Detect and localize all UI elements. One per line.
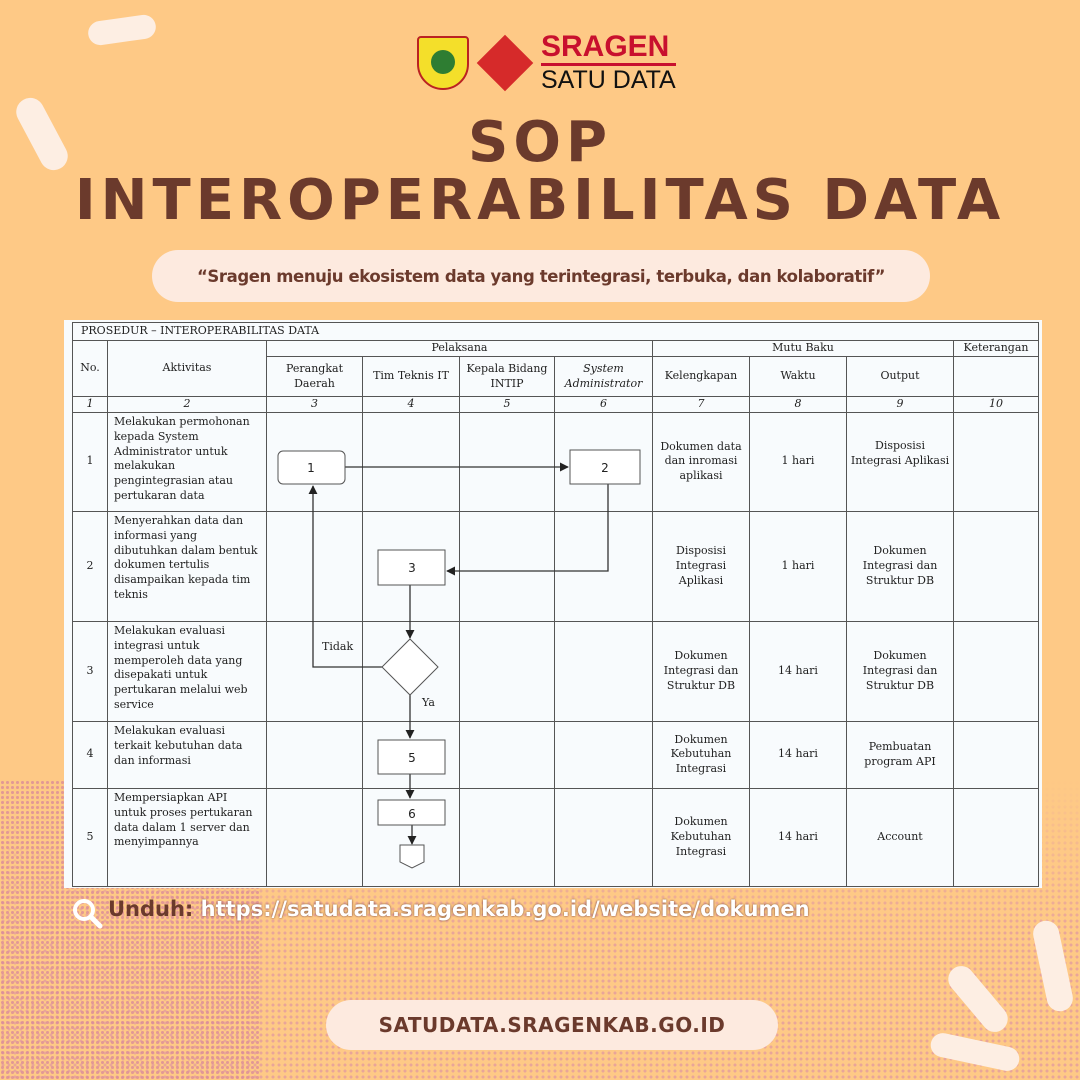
- col-number: 5: [459, 396, 555, 413]
- row-kelengkapan: Dokumen data dan inromasi aplikasi: [652, 411, 750, 512]
- row-output: Dokumen Integrasi dan Struktur DB: [846, 620, 954, 722]
- header-mutu-baku: Mutu Baku: [652, 340, 954, 357]
- header-waktu: Waktu: [749, 356, 847, 397]
- row-output: Disposisi Integrasi Aplikasi: [846, 411, 954, 512]
- col-number: 8: [749, 396, 847, 413]
- header-no: No.: [72, 340, 108, 397]
- satu-data-mark-icon: [476, 34, 534, 91]
- col-number: 6: [554, 396, 653, 413]
- row-no: 5: [72, 787, 108, 887]
- download-link[interactable]: Unduh: https://satudata.sragenkab.go.id/…: [108, 897, 810, 921]
- header-kepala-bidang: Kepala Bidang INTIP: [459, 356, 555, 397]
- col-number: 1: [72, 396, 108, 413]
- header-aktivitas: Aktivitas: [107, 340, 267, 397]
- table-row: 5 Mempersiapkan API untuk proses pertuka…: [72, 787, 1039, 887]
- row-output: Pembuatan program API: [846, 720, 954, 789]
- row-kelengkapan: Dokumen Kebutuhan Integrasi: [652, 787, 750, 887]
- col-number: 3: [266, 396, 363, 413]
- header-keterangan: Keterangan: [953, 340, 1039, 357]
- row-output: Account: [846, 787, 954, 887]
- row-kelengkapan: Dokumen Kebutuhan Integrasi: [652, 720, 750, 789]
- row-output: Dokumen Integrasi dan Struktur DB: [846, 510, 954, 622]
- col-number: 10: [953, 396, 1039, 413]
- page-title-line1: SOP: [468, 110, 612, 175]
- row-no: 4: [72, 720, 108, 789]
- page-title-line2: INTEROPERABILITAS DATA: [74, 168, 1006, 233]
- header-pelaksana: Pelaksana: [266, 340, 653, 357]
- col-number: 4: [362, 396, 460, 413]
- header-tim-teknis: Tim Teknis IT: [362, 356, 460, 397]
- row-no: 1: [72, 411, 108, 512]
- row-aktivitas: Melakukan permohonan kepada System Admin…: [107, 411, 267, 512]
- brand-name-top: SRAGEN: [541, 32, 676, 66]
- table-row: 3 Melakukan evaluasi integrasi untuk mem…: [72, 620, 1039, 722]
- search-icon: [73, 899, 103, 929]
- col-number: 2: [107, 396, 267, 413]
- row-waktu: 14 hari: [749, 787, 847, 887]
- download-label: Unduh:: [108, 897, 194, 921]
- row-waktu: 14 hari: [749, 620, 847, 722]
- logo: SRAGEN SATU DATA: [417, 32, 676, 93]
- row-aktivitas: Melakukan evaluasi terkait kebutuhan dat…: [107, 720, 267, 789]
- col-number: 9: [846, 396, 954, 413]
- row-waktu: 14 hari: [749, 720, 847, 789]
- sop-table: PROSEDUR – INTEROPERABILITAS DATA No. Ak…: [72, 322, 1039, 887]
- row-aktivitas: Menyerahkan data dan informasi yang dibu…: [107, 510, 267, 622]
- row-waktu: 1 hari: [749, 411, 847, 512]
- header-kelengkapan: Kelengkapan: [652, 356, 750, 397]
- sop-document: PROSEDUR – INTEROPERABILITAS DATA No. Ak…: [64, 320, 1042, 888]
- row-kelengkapan: Disposisi Integrasi Aplikasi: [652, 510, 750, 622]
- brand-name-bottom: SATU DATA: [541, 66, 676, 94]
- header-perangkat-daerah: Perangkat Daerah: [266, 356, 363, 397]
- download-url[interactable]: https://satudata.sragenkab.go.id/website…: [200, 897, 810, 921]
- tagline: “Sragen menuju ekosistem data yang terin…: [152, 250, 930, 302]
- regency-emblem-icon: [417, 35, 469, 90]
- header-output: Output: [846, 356, 954, 397]
- header-system-admin: System Administrator: [554, 356, 653, 397]
- row-aktivitas: Mempersiapkan API untuk proses pertukara…: [107, 787, 267, 887]
- row-aktivitas: Melakukan evaluasi integrasi untuk mempe…: [107, 620, 267, 722]
- table-row: 1 Melakukan permohonan kepada System Adm…: [72, 411, 1039, 512]
- header-keterangan-blank: [953, 356, 1039, 397]
- row-no: 2: [72, 510, 108, 622]
- website-button[interactable]: SATUDATA.SRAGENKAB.GO.ID: [326, 1000, 778, 1050]
- column-number-row: 1 2 3 4 5 6 7 8 9 10: [72, 396, 1039, 413]
- row-kelengkapan: Dokumen Integrasi dan Struktur DB: [652, 620, 750, 722]
- col-number: 7: [652, 396, 750, 413]
- row-waktu: 1 hari: [749, 510, 847, 622]
- decor-stroke: [86, 13, 158, 47]
- table-row: 4 Melakukan evaluasi terkait kebutuhan d…: [72, 720, 1039, 789]
- table-row: 2 Menyerahkan data dan informasi yang di…: [72, 510, 1039, 622]
- sop-heading: PROSEDUR – INTEROPERABILITAS DATA: [72, 322, 1039, 341]
- row-no: 3: [72, 620, 108, 722]
